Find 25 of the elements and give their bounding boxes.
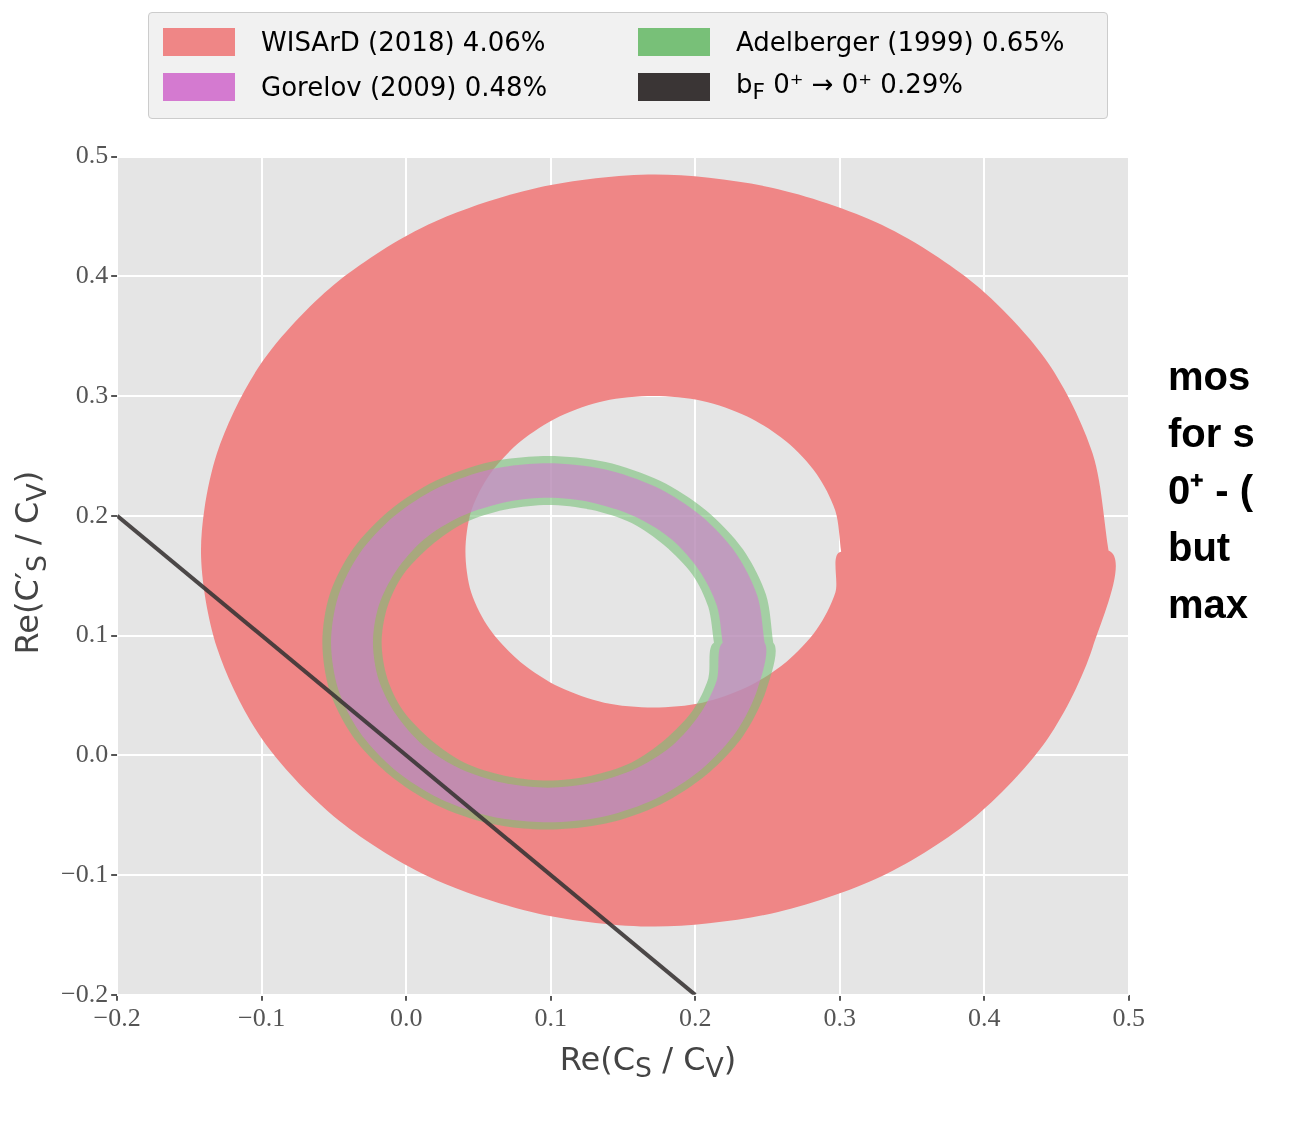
y-tick-label: 0.3 — [75, 379, 109, 409]
x-tick-label: 0.1 — [534, 1003, 567, 1033]
text: 0⁺ - ( — [1168, 467, 1255, 514]
legend-label: b$_{F}$ 0⁺ → 0⁺ 0.29% — [736, 69, 963, 105]
y-tick-label: 0.4 — [75, 260, 109, 290]
y-tick-label: −0.2 — [60, 978, 109, 1008]
x-tick-label: 0.5 — [1112, 1003, 1145, 1033]
x-tick-label: 0.4 — [967, 1003, 1001, 1033]
y-tick-label: −0.1 — [60, 858, 109, 888]
y-tick-label: 0.2 — [75, 499, 109, 529]
legend-label: WISArD (2018) 4.06% — [261, 27, 546, 57]
x-tick-label: −0.1 — [238, 1003, 286, 1033]
y-tick-label: 0.5 — [75, 140, 109, 170]
x-axis-title: Re(C$_{S}$ / C$_{V}$) — [558, 1040, 738, 1084]
x-tick-label: 0.0 — [389, 1003, 423, 1033]
text: but — [1168, 524, 1232, 571]
x-tick-label: 0.2 — [678, 1003, 712, 1033]
text: mos — [1168, 353, 1252, 400]
legend-label: Gorelov (2009) 0.48% — [261, 71, 548, 102]
y-tick-label: 0.1 — [75, 619, 109, 649]
x-tick-label: 0.3 — [823, 1003, 856, 1033]
legend-label: Adelberger (1999) 0.65% — [736, 27, 1065, 57]
text: max — [1168, 581, 1250, 628]
text: for s — [1168, 410, 1255, 457]
y-tick-label: 0.0 — [75, 739, 109, 769]
